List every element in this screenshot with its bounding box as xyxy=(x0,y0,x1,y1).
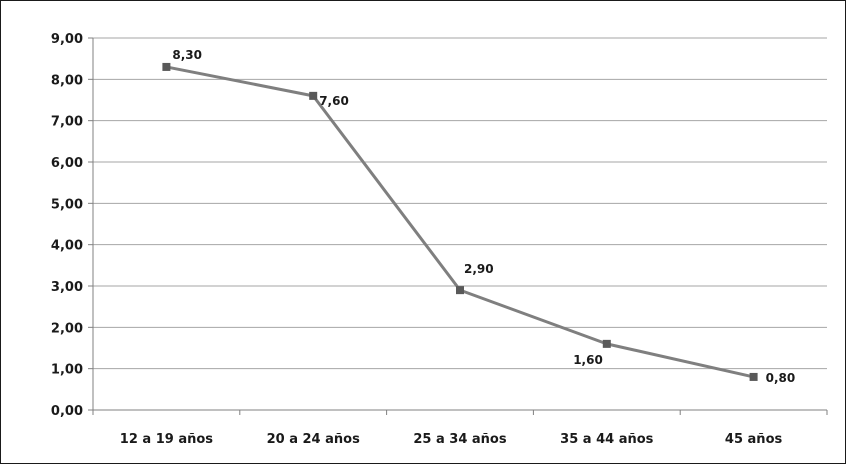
y-tick-label: 7,00 xyxy=(51,115,83,130)
y-tick-label: 8,00 xyxy=(51,73,83,88)
data-point-marker xyxy=(602,339,611,348)
y-tick-label: 9,00 xyxy=(51,32,83,47)
y-tick-label: 1,00 xyxy=(51,363,83,378)
data-label: 2,90 xyxy=(464,262,494,276)
y-tick-label: 3,00 xyxy=(51,280,83,295)
y-tick-label: 6,00 xyxy=(51,156,83,171)
series-line xyxy=(166,65,754,379)
y-tick-label: 4,00 xyxy=(51,239,83,254)
gridlines xyxy=(93,37,827,370)
data-label: 0,80 xyxy=(766,371,796,385)
data-point-marker xyxy=(309,91,318,100)
x-tick-label: 45 años xyxy=(725,432,783,447)
data-label: 7,60 xyxy=(319,94,349,108)
data-point-marker xyxy=(749,372,758,381)
data-point-marker xyxy=(456,286,464,295)
x-tick-label: 12 a 19 años xyxy=(120,432,213,447)
x-tick-label: 35 a 44 años xyxy=(560,432,653,447)
x-tick-label: 25 a 34 años xyxy=(413,432,506,447)
series xyxy=(162,62,758,381)
axes xyxy=(88,37,828,415)
y-tick-label: 0,00 xyxy=(51,404,83,419)
data-label: 1,60 xyxy=(573,353,603,367)
x-axis-ticks: 12 a 19 años 20 a 24 años 25 a 34 años 35 a… xyxy=(120,432,783,447)
y-tick-label: 2,00 xyxy=(51,321,83,336)
data-point-marker xyxy=(162,62,171,71)
data-labels: 8,30 7,60 2,90 1,60 0,80 xyxy=(172,48,795,385)
y-axis-ticks: 0,00 1,00 2,00 3,00 4,00 5,00 6,00 7,00 8,00 9,00 xyxy=(51,32,83,419)
data-label: 8,30 xyxy=(172,48,202,62)
y-tick-label: 5,00 xyxy=(51,197,83,212)
x-tick-label: 20 a 24 años xyxy=(267,432,360,447)
